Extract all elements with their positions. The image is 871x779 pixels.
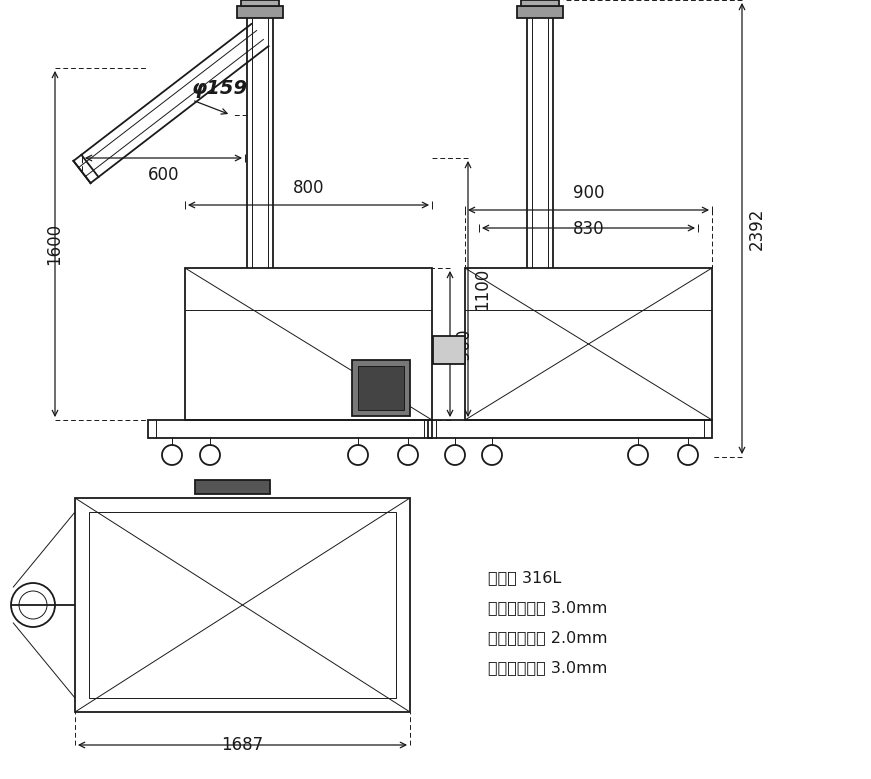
Text: 储料仓板厂： 2.0mm: 储料仓板厂： 2.0mm	[488, 630, 607, 645]
Text: φ159: φ159	[192, 79, 248, 98]
Text: 1687: 1687	[221, 736, 264, 754]
Text: 1100: 1100	[473, 268, 491, 310]
Bar	[358, 366, 404, 410]
Bar	[465, 268, 712, 420]
Bar	[241, 0, 279, 6]
Bar	[148, 420, 432, 438]
Bar	[433, 336, 465, 364]
Text: 材质： 316L: 材质： 316L	[488, 570, 561, 585]
Bar	[428, 420, 712, 438]
Text: 2392: 2392	[748, 207, 766, 250]
Bar	[517, 6, 563, 18]
Text: 800: 800	[293, 179, 324, 197]
Text: 1600: 1600	[45, 223, 63, 265]
Bar	[521, 0, 559, 6]
Bar	[75, 498, 410, 712]
Text: 600: 600	[148, 166, 179, 184]
Bar	[237, 6, 283, 18]
Text: 900: 900	[573, 184, 604, 202]
Text: 螺旋叶片厂： 3.0mm: 螺旋叶片厂： 3.0mm	[488, 660, 607, 675]
Text: 830: 830	[573, 220, 604, 238]
Bar	[195, 480, 270, 494]
Bar	[89, 512, 396, 698]
Text: 螺旋管壁厂： 3.0mm: 螺旋管壁厂： 3.0mm	[488, 600, 607, 615]
Text: 900: 900	[455, 328, 473, 360]
Bar	[185, 268, 432, 420]
Bar	[352, 360, 410, 416]
